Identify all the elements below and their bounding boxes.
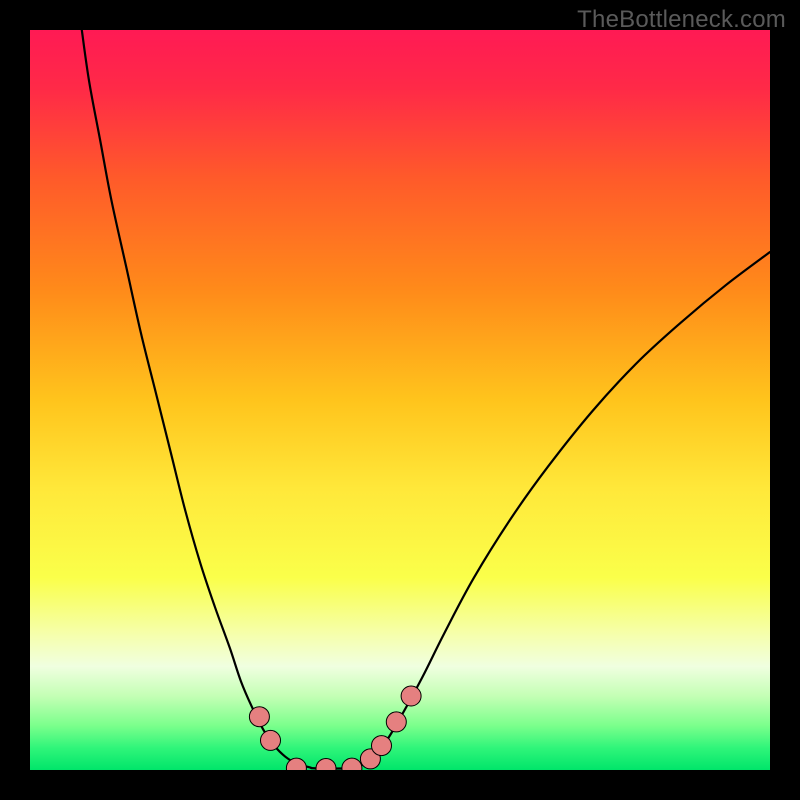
valley-marker — [372, 736, 392, 756]
gradient-background — [30, 30, 770, 770]
bottleneck-curve-chart — [30, 30, 770, 770]
watermark-text: TheBottleneck.com — [577, 6, 786, 34]
valley-marker — [249, 707, 269, 727]
valley-marker — [386, 712, 406, 732]
valley-marker — [261, 730, 281, 750]
plot-area — [30, 30, 770, 770]
valley-marker — [401, 686, 421, 706]
chart-container: TheBottleneck.com — [0, 0, 800, 800]
